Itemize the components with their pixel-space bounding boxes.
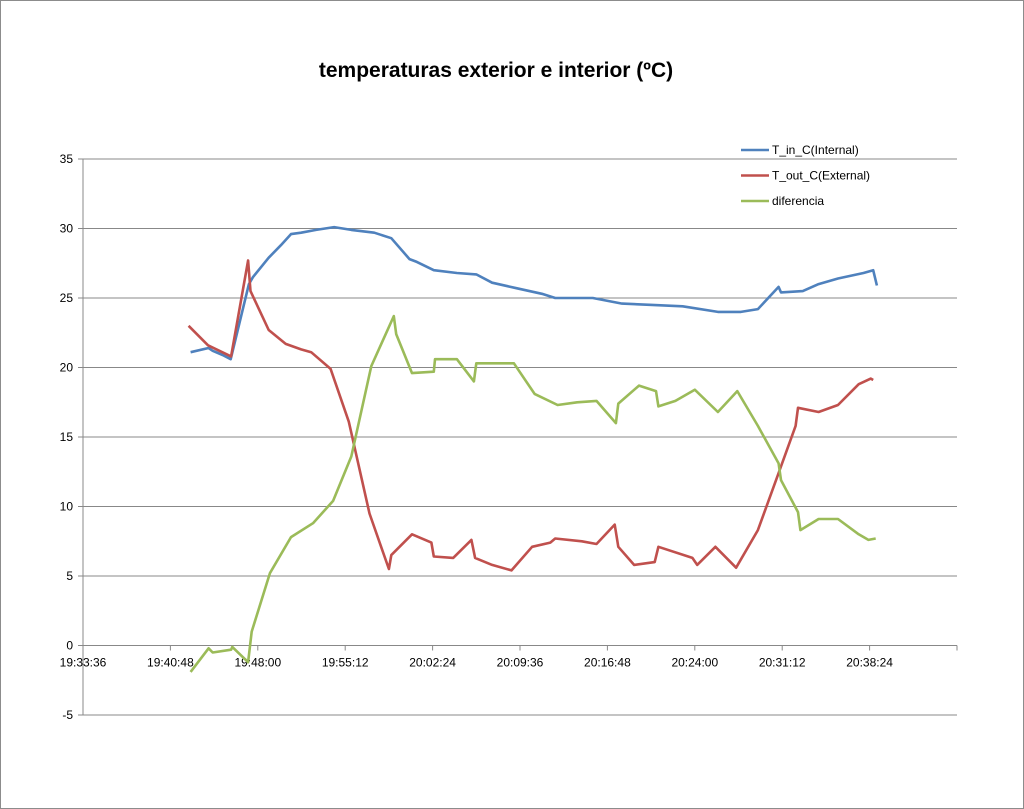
y-tick-label: 35 <box>60 152 74 166</box>
x-tick-label: 20:09:36 <box>497 656 544 670</box>
y-tick-label: 15 <box>60 430 74 444</box>
x-tick-label: 20:02:24 <box>409 656 456 670</box>
series-line-2 <box>187 259 874 572</box>
x-tick-label: 20:31:12 <box>759 656 806 670</box>
y-tick-label: 20 <box>60 361 74 375</box>
x-tick-label: 19:40:48 <box>147 656 194 670</box>
x-tick-label: 20:16:48 <box>584 656 631 670</box>
x-tick-label: 20:24:00 <box>671 656 718 670</box>
y-tick-label: 5 <box>66 569 73 583</box>
x-tick-label: 20:38:24 <box>846 656 893 670</box>
x-tick-label: 19:55:12 <box>322 656 369 670</box>
y-tick-label: 10 <box>60 500 74 514</box>
legend-label-3: diferencia <box>772 194 824 208</box>
y-tick-label: 25 <box>60 291 74 305</box>
series-line-1 <box>190 225 879 361</box>
x-tick-label: 19:33:36 <box>60 656 107 670</box>
chart-title: temperaturas exterior e interior (ºC) <box>318 59 674 82</box>
legend-label-2: T_out_C(External) <box>772 169 870 183</box>
series-line-3 <box>189 314 876 673</box>
y-tick-label: 30 <box>60 222 74 236</box>
y-tick-label: -5 <box>62 708 73 722</box>
legend-label-1: T_in_C(Internal) <box>772 143 859 157</box>
y-tick-label: 0 <box>66 639 73 653</box>
